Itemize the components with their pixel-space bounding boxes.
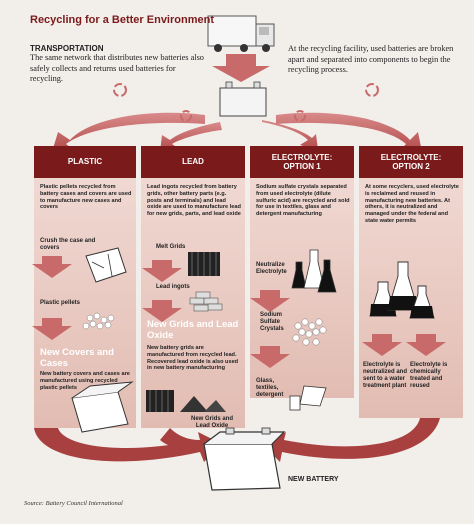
electrolyte-2-intro: At some recyclers, used electrolyte is r…: [365, 184, 459, 224]
column-heading-electrolyte-2: ELECTROLYTE: OPTION 2: [380, 152, 442, 172]
electrolyte-1-intro: Sodium sulfate crystals separated from u…: [256, 184, 350, 218]
page-title: Recycling for a Better Environment: [30, 14, 214, 26]
crystals-illustration: [292, 318, 327, 346]
electrolyte-1-step-crystals: Sodium Sulfate Crystals: [260, 312, 284, 332]
plastic-stage-body: New battery covers and cases are manufac…: [40, 371, 130, 391]
lead-intro: Lead ingots recycled from battery grids,…: [147, 184, 241, 218]
lead-stage-body: New battery grids are manufactured from …: [147, 345, 239, 372]
recycle-icon: [294, 110, 306, 122]
arc-to-electrolyte-2: [276, 112, 422, 152]
lead-ingots-illustration: [189, 291, 223, 312]
plastic-stage-title: New Covers and Cases: [40, 347, 114, 369]
step-arrow: [406, 334, 446, 356]
return-arc-right: [262, 418, 440, 462]
facility-text: At the recycling facility, used batterie…: [288, 44, 454, 74]
new-grids-illustration: [146, 390, 226, 412]
step-arrow: [362, 334, 402, 356]
step-arrow: [250, 346, 290, 368]
electrolyte-1-products: Glass, textiles, detergent: [256, 378, 284, 398]
electrolyte-jars-illustration: [369, 261, 435, 319]
step-arrow: [32, 318, 72, 340]
lead-stage-title: New Grids and Lead Oxide: [147, 319, 239, 341]
flasks-illustration: [291, 249, 337, 293]
transportation-heading: TRANSPORTATION: [30, 44, 104, 53]
battery-icon: [219, 81, 267, 117]
crushed-case-illustration: [85, 247, 127, 283]
transportation-body: The same network that distributes new ba…: [30, 53, 204, 83]
column-heading-electrolyte-1: ELECTROLYTE: OPTION 1: [271, 152, 333, 172]
return-arc-left: [34, 428, 222, 462]
source-note: Source: Battery Council International: [24, 500, 123, 507]
lead-step-ingots: Lead ingots: [156, 284, 190, 290]
arc-to-electrolyte-1: [262, 120, 318, 150]
plastic-pellets-illustration: [82, 312, 115, 330]
lead-step-melt: Melt Grids: [156, 244, 186, 250]
arc-to-plastic: [52, 112, 205, 152]
plastic-intro: Plastic pellets recycled from battery ca…: [40, 184, 132, 211]
step-arrow: [250, 290, 290, 312]
products-illustration: [289, 385, 327, 411]
column-heading-plastic: PLASTIC: [67, 157, 103, 167]
lead-bottom-label: New Grids and Lead Oxide: [190, 416, 233, 429]
step-arrow: [142, 260, 182, 282]
recycle-icon: [365, 83, 379, 97]
step-arrow: [32, 256, 72, 278]
arc-to-lead: [160, 122, 222, 152]
step-arrow: [142, 300, 182, 322]
column-heading-lead: LEAD: [182, 157, 204, 167]
new-battery-label: NEW BATTERY: [288, 476, 339, 483]
return-arc-lead: [160, 428, 200, 452]
electrolyte-1-step-neutralize: Neutralize Electrolyte: [256, 262, 287, 275]
plastic-step-crush: Crush the case and covers: [40, 238, 96, 251]
plastic-step-pellets: Plastic pellets: [40, 300, 81, 306]
new-battery-illustration: [203, 427, 286, 491]
truck-icon: [207, 15, 275, 52]
electrolyte-2-outcome-reused: Electrolyte is chemically treated and re…: [410, 362, 448, 389]
recycle-icon: [113, 83, 127, 97]
melted-grids-illustration: [188, 252, 220, 276]
new-case-illustration: [71, 381, 134, 433]
electrolyte-2-outcome-neutralized: Electrolyte is neutralized and sent to a…: [363, 362, 408, 389]
transport-arrow: [212, 54, 270, 82]
recycle-icon: [180, 110, 192, 122]
